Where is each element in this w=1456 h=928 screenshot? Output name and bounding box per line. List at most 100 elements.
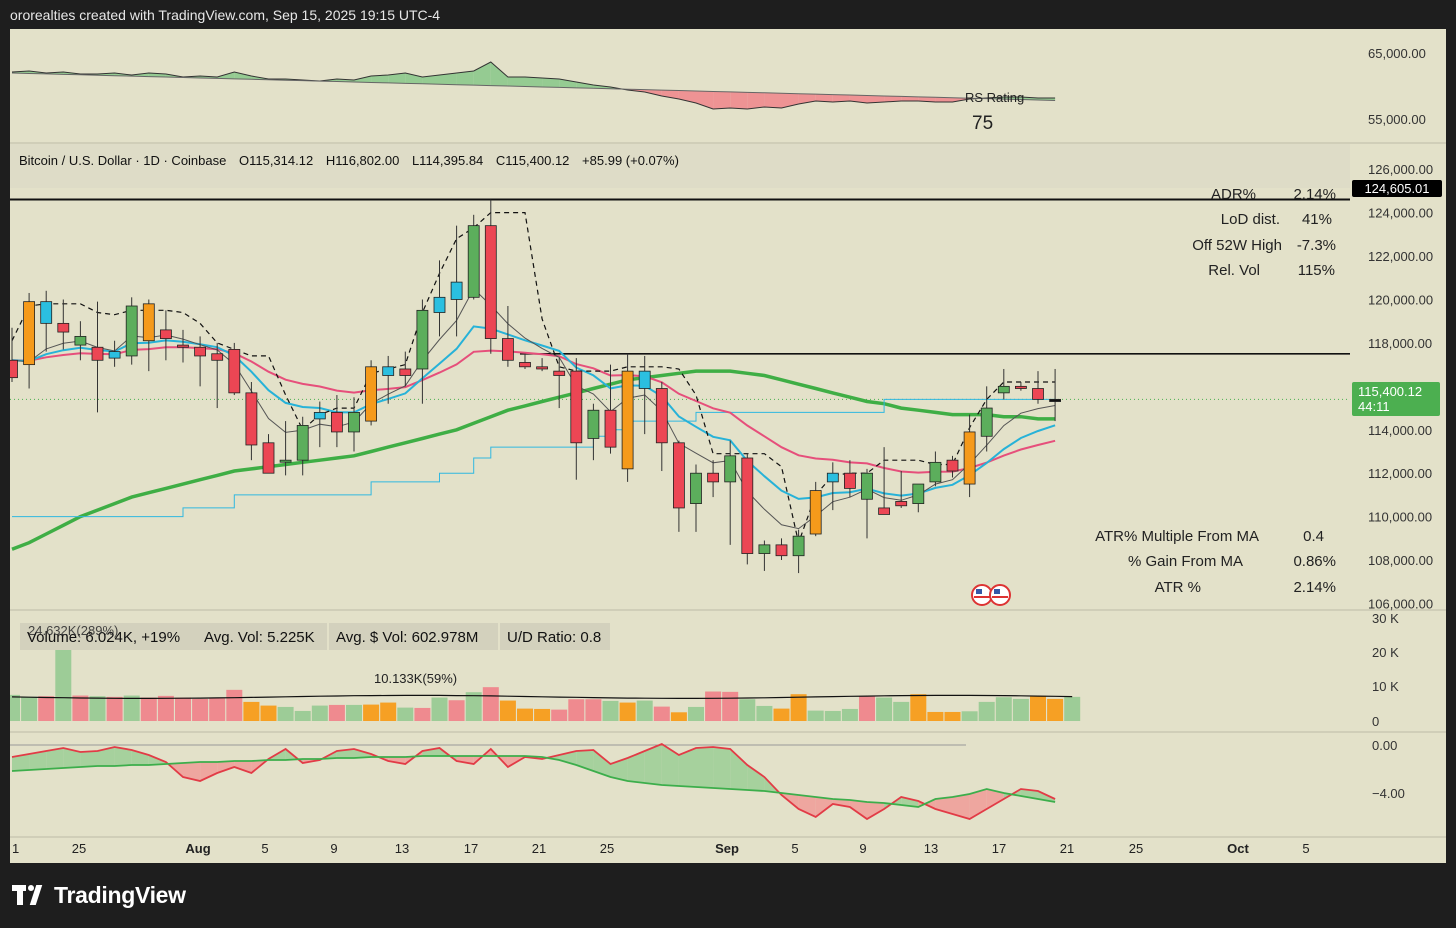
- volume-bar: [21, 696, 38, 721]
- volume-info-bar: Volume: 6.024K, +19% Avg. Vol: 5.225K Av…: [20, 623, 610, 686]
- candle: [621, 353, 634, 482]
- stats-bottom-table: ATR% Multiple From MA 0.4 % Gain From MA…: [1095, 528, 1336, 596]
- volume-bar: [277, 706, 294, 721]
- price-panel: [10, 198, 1350, 574]
- candle: [1032, 371, 1044, 404]
- step-low-line: [12, 398, 1056, 518]
- tradingview-logo-icon: [12, 884, 46, 907]
- candle-body: [1015, 385, 1027, 389]
- volume-bar: [995, 697, 1012, 721]
- volume-bar: [773, 708, 790, 721]
- osc-fill-segment: [388, 757, 406, 764]
- high-line-price-text: 124,605.01: [1364, 181, 1429, 196]
- time-axis-tick: 5: [261, 841, 268, 856]
- volume-bar: [89, 696, 106, 721]
- candle: [587, 403, 600, 461]
- rs-fill-segment: [354, 76, 372, 83]
- candle-body: [279, 459, 292, 463]
- osc-fill-segment: [627, 751, 645, 783]
- chart-svg[interactable]: RS Rating 75 65,000.00 55,000.00 Bitcoin…: [10, 29, 1446, 863]
- candle-body: [194, 346, 207, 357]
- stat-atr-multiple-label: ATR% Multiple From MA: [1095, 528, 1259, 545]
- volume-bar: [226, 689, 243, 721]
- candle: [638, 355, 651, 435]
- volume-bar: [192, 698, 209, 721]
- ohlc-change: +85.99 (+0.07%): [582, 153, 679, 168]
- candle: [553, 358, 566, 409]
- time-axis-tick: 5: [791, 841, 798, 856]
- time-axis-tick: 13: [395, 841, 409, 856]
- volume-bar: [140, 697, 157, 721]
- candle: [450, 225, 463, 337]
- stat-atr-multiple-value: 0.4: [1303, 528, 1324, 545]
- candle-body: [142, 303, 155, 342]
- ohlc-open: O115,314.12: [239, 153, 313, 168]
- price-axis-tick: 108,000.00: [1368, 553, 1433, 568]
- candle-body: [228, 349, 241, 394]
- rs-rating-value: 75: [972, 113, 993, 134]
- volume-bar: [636, 700, 653, 721]
- volume-bar: [961, 711, 978, 721]
- candle: [946, 455, 959, 478]
- osc-fill-segment: [46, 748, 64, 769]
- bar-countdown-text: 44:11: [1358, 399, 1390, 414]
- volume-bar: [397, 707, 414, 721]
- us-flag-icon[interactable]: [989, 584, 1011, 606]
- price-axis-tick: 114,000.00: [1368, 423, 1432, 438]
- rs-fill-segment: [644, 89, 662, 96]
- osc-fill-segment: [815, 797, 833, 817]
- ohlc-header: Bitcoin / U.S. Dollar · 1D · Coinbase O1…: [19, 153, 679, 168]
- candle: [929, 451, 942, 487]
- candle-body: [330, 411, 343, 433]
- economic-event-flags[interactable]: [971, 584, 1011, 606]
- chart-container[interactable]: RS Rating 75 65,000.00 55,000.00 Bitcoin…: [10, 29, 1446, 863]
- candle-body: [159, 329, 172, 339]
- candle: [792, 529, 805, 574]
- candle-body: [125, 305, 138, 357]
- osc-fill-segment: [200, 762, 218, 781]
- candle-body: [638, 370, 651, 389]
- rs-fill-segment: [559, 79, 577, 88]
- rs-fill-segment: [542, 78, 560, 88]
- candle: [758, 540, 771, 571]
- volume-bar: [807, 710, 824, 721]
- candle: [484, 199, 497, 354]
- candle-body: [433, 296, 446, 313]
- candle: [125, 297, 138, 365]
- candle-body: [980, 407, 993, 437]
- osc-fill-segment: [234, 761, 252, 773]
- last-price-tag: [1352, 382, 1440, 416]
- time-axis-tick: Aug: [185, 841, 210, 856]
- candle: [57, 299, 70, 350]
- candle: [963, 414, 976, 498]
- candle-body: [861, 472, 873, 500]
- tradingview-logo[interactable]: TradingView: [12, 882, 186, 909]
- chart-credit: ororealties created with TradingView.com…: [10, 7, 441, 23]
- candle-body: [10, 359, 18, 379]
- time-axis-tick: 21: [532, 841, 546, 856]
- candle: [724, 440, 737, 545]
- candle: [878, 447, 890, 515]
- time-axis[interactable]: 1 25 Aug 5 9 13 17 21 25 Sep 5 9 13 17 21 25 Oct 5: [12, 841, 1310, 856]
- tradingview-logo-text: TradingView: [54, 882, 186, 908]
- rs-fill-segment: [884, 95, 902, 102]
- osc-fill-segment: [901, 797, 919, 807]
- volume-bar: [585, 699, 602, 721]
- candle: [10, 327, 18, 382]
- us-flag-icon-canton: [976, 589, 982, 594]
- candle-body: [724, 455, 737, 483]
- candle-body: [262, 442, 275, 474]
- osc-fill-segment: [183, 762, 201, 781]
- volume-info-volume: Volume: 6.024K, +19%: [27, 629, 180, 646]
- candle-body: [416, 309, 429, 370]
- price-axis-tick: 106,000.00: [1368, 596, 1433, 611]
- candle: [159, 310, 172, 361]
- volume-bar: [123, 695, 140, 721]
- volume-bar: [10, 694, 20, 721]
- price-axis-tick: 110,000.00: [1368, 510, 1432, 525]
- time-axis-tick: Sep: [715, 841, 739, 856]
- volume-bar: [653, 706, 670, 721]
- volume-bar: [910, 694, 927, 721]
- volume-bar: [328, 704, 345, 721]
- volume-bar: [790, 694, 807, 721]
